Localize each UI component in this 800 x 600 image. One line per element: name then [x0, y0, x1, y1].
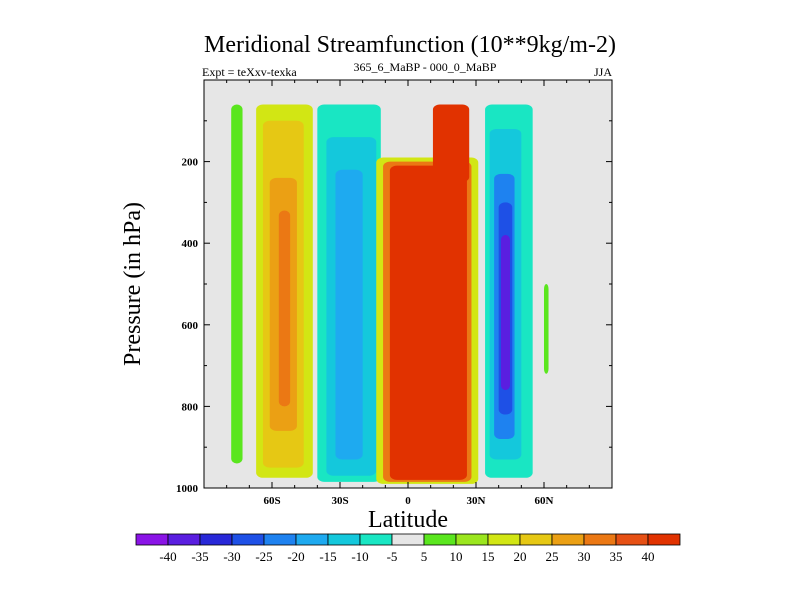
- colorbar-swatch: [455, 533, 489, 546]
- colorbar: -40 -35 -30 -25 -20 -15 -10 -5 5 10 15 20 25 30 35 40: [135, 533, 681, 564]
- colorbar-swatch: [583, 533, 617, 546]
- comparison-label: 365_6_MaBP - 000_0_MaBP: [354, 60, 497, 74]
- colorbar-label: 30: [578, 549, 591, 564]
- y-tick-label: 1000: [176, 483, 199, 495]
- colorbar-swatch: [295, 533, 329, 546]
- colorbar-label: 15: [482, 549, 495, 564]
- colorbar-label: -15: [319, 549, 336, 564]
- colorbar-swatch: [231, 533, 265, 546]
- x-tick-label: 30N: [467, 495, 486, 507]
- y-tick-label: 400: [182, 238, 199, 250]
- contour-cell-40n-min: [500, 235, 510, 391]
- y-tick-label: 800: [182, 401, 199, 413]
- chart-title: Meridional Streamfunction (10**9kg/m-2): [204, 32, 616, 58]
- colorbar-swatch: [391, 533, 425, 546]
- y-tick-label: 200: [182, 157, 199, 169]
- x-axis-label: Latitude: [368, 507, 448, 533]
- colorbar-label: -30: [223, 549, 240, 564]
- colorbar-label: -10: [351, 549, 368, 564]
- colorbar-swatch: [519, 533, 553, 546]
- y-axis: 200 400 600 800 1000: [176, 120, 612, 495]
- contour-band-60n: [544, 284, 549, 374]
- contour-hadley-north-tower: [432, 104, 470, 182]
- contour-hadley-core: [389, 165, 467, 480]
- colorbar-swatch: [263, 533, 297, 546]
- contour-cell-30s-core: [335, 169, 363, 460]
- colorbar-label: -40: [159, 549, 176, 564]
- y-tick-label: 600: [182, 320, 199, 332]
- colorbar-swatch: [647, 533, 681, 546]
- colorbar-label: 25: [546, 549, 559, 564]
- y-axis-label: Pressure (in hPa): [120, 202, 146, 366]
- colorbar-swatch: [167, 533, 201, 546]
- x-tick-label: 0: [405, 495, 411, 507]
- contour-cell-60s-peak: [278, 210, 291, 407]
- colorbar-swatch: [359, 533, 393, 546]
- colorbar-label: -35: [191, 549, 208, 564]
- colorbar-label: 5: [421, 549, 428, 564]
- x-tick-label: 60N: [535, 495, 554, 507]
- colorbar-swatch: [551, 533, 585, 546]
- contour-cells: [231, 104, 549, 484]
- x-axis: 60S 30S 0 30N 60N: [226, 80, 590, 507]
- colorbar-label: -20: [287, 549, 304, 564]
- colorbar-label: 10: [450, 549, 463, 564]
- colorbar-label: 35: [610, 549, 623, 564]
- colorbar-swatch: [199, 533, 233, 546]
- x-tick-label: 60S: [263, 495, 280, 507]
- contour-band-70s: [231, 104, 243, 464]
- colorbar-swatch: [487, 533, 521, 546]
- colorbar-label: 20: [514, 549, 527, 564]
- colorbar-label: 40: [642, 549, 655, 564]
- x-tick-label: 30S: [331, 495, 348, 507]
- colorbar-swatch: [135, 533, 169, 546]
- season-label: JJA: [594, 65, 612, 79]
- colorbar-swatch: [327, 533, 361, 546]
- experiment-label: Expt = teXxv-texka: [202, 65, 297, 79]
- colorbar-label: -25: [255, 549, 272, 564]
- colorbar-label: -5: [387, 549, 398, 564]
- colorbar-swatch: [615, 533, 649, 546]
- colorbar-swatch: [423, 533, 457, 546]
